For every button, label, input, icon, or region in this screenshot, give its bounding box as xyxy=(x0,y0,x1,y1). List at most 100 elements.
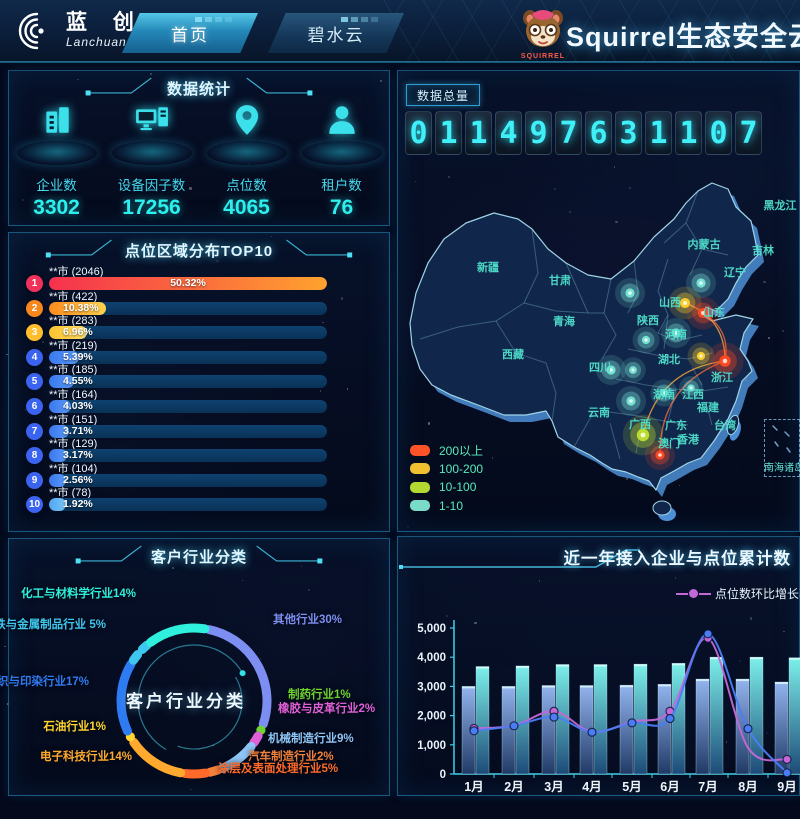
legend-label: 200以上 xyxy=(439,443,484,458)
bar-fill xyxy=(49,277,327,290)
percent-label: 6.96% xyxy=(63,326,93,339)
top10-row: **市 (283) 3 6.96% xyxy=(9,312,389,342)
region-name: **市 (78) xyxy=(49,487,92,500)
bar-track[interactable]: 2.56% xyxy=(49,473,327,487)
donut-center-label: 客户行业分类 xyxy=(126,692,246,711)
province-label: 福建 xyxy=(696,400,720,414)
x-axis-label: 6月 xyxy=(660,780,679,794)
panel-header-decoration xyxy=(75,545,323,564)
region-name: **市 (219) xyxy=(49,339,98,352)
legend-label: 点位数环比增长率 xyxy=(715,587,800,601)
percent-label: 5.39% xyxy=(63,350,93,363)
percent-label: 4.03% xyxy=(63,400,93,412)
stat-value: 3302 xyxy=(33,196,80,219)
x-axis-label: 5月 xyxy=(622,780,641,794)
x-axis-label: 7月 xyxy=(698,780,717,794)
province-label: 台湾 xyxy=(714,418,736,432)
legend-label: 10-100 xyxy=(439,480,477,495)
tab-home[interactable]: 首页 xyxy=(122,13,258,53)
region-name: **市 (129) xyxy=(49,438,98,451)
bar-track[interactable]: 6.96% xyxy=(49,326,327,340)
industry-donut-chart[interactable] xyxy=(74,589,314,819)
bar-track[interactable]: 3.71% xyxy=(49,424,327,438)
bar-fill xyxy=(49,326,88,340)
province-label: 澳门 xyxy=(658,436,680,450)
percent-label: 3.71% xyxy=(63,424,93,437)
top-header-bar: 蓝 创 Lanchuang 首页 碧水云 SQUIRREL Squirrel生态安… xyxy=(0,0,800,62)
province-label: 新疆 xyxy=(477,260,499,274)
top10-row: **市 (185) 5 4.55% xyxy=(9,361,389,391)
rank-badge: 1 xyxy=(26,275,43,292)
bar-fill xyxy=(49,375,75,389)
bar-track[interactable]: 50.32% xyxy=(49,277,327,290)
counter-digit: 1 xyxy=(435,111,462,155)
trend-title: 近一年接入企业与点位累计数 xyxy=(563,550,791,568)
top10-row: **市 (104) 9 2.56% xyxy=(9,460,389,489)
bar-track[interactable]: 3.17% xyxy=(49,449,327,463)
panel-title: 点位区域分布TOP10 xyxy=(124,243,274,260)
bar-fill xyxy=(49,350,79,364)
icon-platform-glow xyxy=(301,141,382,165)
counter-digit: 0 xyxy=(705,111,732,155)
province-label: 西藏 xyxy=(502,347,524,361)
province-label: 广东 xyxy=(665,418,687,432)
panel-data-statistics: 数据统计 企业数 3302 设备因子数 17256 点位数 4065 租户数 76 xyxy=(8,70,390,226)
inset-label: 南海诸岛 xyxy=(764,463,800,474)
y-axis-tick: 4,000 xyxy=(417,652,446,664)
x-axis-label: 4月 xyxy=(582,780,601,794)
percent-label: 50.32% xyxy=(170,277,206,289)
top10-row: **市 (422) 2 10.38% xyxy=(9,288,389,317)
region-name: **市 (422) xyxy=(49,290,98,303)
stat-icon-wrap xyxy=(204,103,290,165)
stat-value: 4065 xyxy=(223,196,270,219)
top10-row: **市 (164) 6 4.03% xyxy=(9,386,389,415)
page-title: Squirrel生态安全云平台 xyxy=(566,22,800,52)
person-icon xyxy=(328,106,355,134)
province-label: 江西 xyxy=(682,387,704,401)
map-legend-item: 10-100 xyxy=(410,478,483,497)
counter-digit: 7 xyxy=(735,111,762,155)
bar-track[interactable]: 5.39% xyxy=(49,350,327,364)
tab-bishuiyun[interactable]: 碧水云 xyxy=(268,13,404,53)
panel-industry-classification: 客户行业分类 客户行业分类 其他行业30% 制药行业1% 橡胶与皮革行业2% 机械制造… xyxy=(0,538,390,796)
counter-digit: 1 xyxy=(645,111,672,155)
region-name: **市 (2046) xyxy=(49,266,104,278)
legend-marker xyxy=(689,589,698,598)
industry-label: 其他行业30% xyxy=(273,614,343,626)
province-label: 山东 xyxy=(703,305,725,319)
bar-track[interactable]: 4.55% xyxy=(49,375,327,389)
province-label: 四川 xyxy=(589,361,611,374)
stat-value: 17256 xyxy=(122,196,181,219)
industry-label: 橡胶与皮革行业2% xyxy=(278,703,376,715)
map-legend-item: 1-10 xyxy=(410,497,483,516)
map-legend-item: 100-200 xyxy=(410,460,483,479)
province-label: 吉林 xyxy=(752,243,774,257)
panel-yearly-trend: 近一年接入企业与点位累计数 0 1,000 2,000 3,000 4,000 5,000… xyxy=(397,536,800,796)
province-label: 陕西 xyxy=(637,313,659,327)
rank-badge: 5 xyxy=(26,373,43,391)
stats-row: 企业数 3302 设备因子数 17256 点位数 4065 租户数 76 xyxy=(9,103,389,220)
y-axis-tick: 3,000 xyxy=(417,681,446,693)
trend-chart[interactable]: 0 1,000 2,000 3,000 4,000 5,000 1月 2月 3月 4月 5月 6月 7月… xyxy=(398,537,800,795)
signal-arcs-icon xyxy=(18,12,44,50)
bar-track[interactable]: 4.03% xyxy=(49,400,327,413)
province-label: 河南 xyxy=(665,327,687,341)
province-label: 香港 xyxy=(676,432,700,446)
province-label: 浙江 xyxy=(711,370,733,384)
tab-label: 首页 xyxy=(171,25,209,45)
stat-value: 76 xyxy=(329,196,354,219)
rank-badge: 4 xyxy=(26,348,43,366)
y-axis-tick: 1,000 xyxy=(417,740,446,752)
bar-track[interactable]: 1.92% xyxy=(49,498,327,512)
percent-label: 4.55% xyxy=(63,375,93,388)
bar-track[interactable]: 10.38% xyxy=(49,301,327,315)
icon-platform-glow xyxy=(206,141,287,165)
mascot-caption: SQUIRREL xyxy=(520,53,566,60)
percent-label: 1.92% xyxy=(63,498,93,511)
icon-platform-glow xyxy=(111,141,192,165)
legend-line xyxy=(676,592,688,595)
region-name: **市 (104) xyxy=(49,462,98,475)
x-axis-label: 8月 xyxy=(738,780,757,794)
